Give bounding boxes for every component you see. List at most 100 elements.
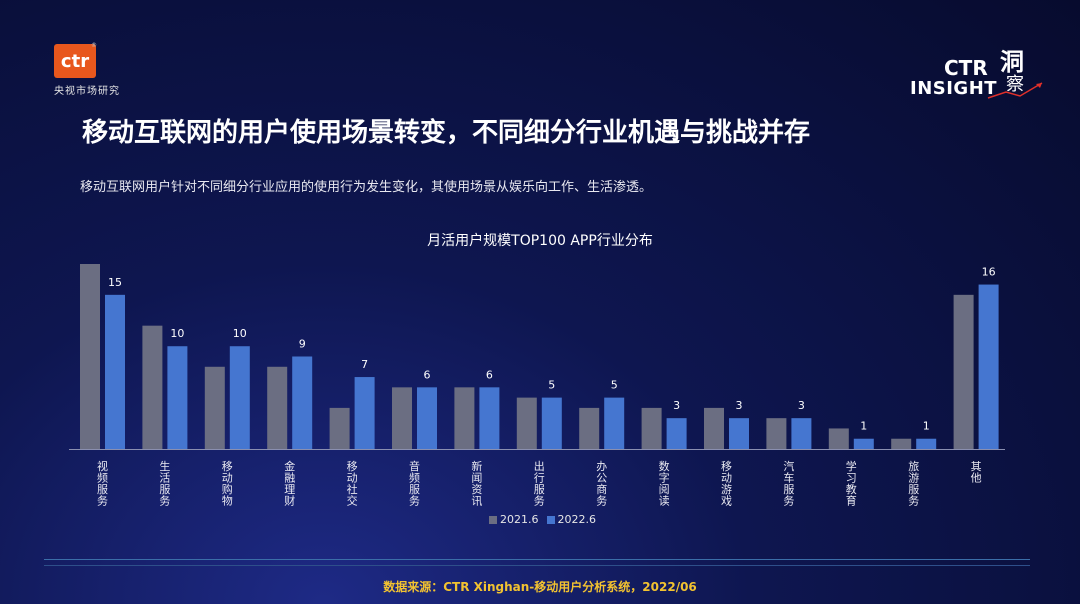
tick-label-1-char-0: 生 <box>159 459 170 473</box>
tick-label-6-char-1: 闻 <box>471 471 482 485</box>
bar-2022.6-9 <box>666 418 687 449</box>
data-label-14: 16 <box>982 266 996 279</box>
tick-label-3-char-1: 融 <box>284 472 295 485</box>
tick-label-8-char-3: 务 <box>596 495 607 508</box>
tick-label-3-char-3: 财 <box>284 494 295 508</box>
tick-label-10-char-0: 移 <box>721 460 732 473</box>
insight-cn1-text: 洞 <box>1000 47 1024 76</box>
tick-label-2-char-2: 购 <box>222 482 233 496</box>
insight-cn2-text: 察 <box>1006 74 1024 95</box>
tick-label-14-char-0: 其 <box>971 460 982 473</box>
tick-label-2-char-1: 动 <box>222 472 233 485</box>
tick-label-8-char-0: 办 <box>596 460 607 473</box>
bar-2021.6-14 <box>953 294 974 449</box>
bar-2021.6-2 <box>204 366 225 449</box>
bar-2021.6-9 <box>641 407 662 449</box>
tick-label-5-char-0: 音 <box>409 459 420 473</box>
bar-2022.6-13 <box>916 438 937 449</box>
tick-label-6-char-0: 新 <box>471 459 482 473</box>
footer-divider-secondary <box>44 565 1030 566</box>
bar-2022.6-6 <box>479 387 500 449</box>
bar-2022.6-0 <box>105 294 125 449</box>
data-label-5: 6 <box>424 368 431 381</box>
tick-label-12-char-3: 育 <box>846 494 857 508</box>
bar-2022.6-10 <box>729 418 749 449</box>
data-label-10: 3 <box>736 399 743 412</box>
tick-label-8-char-1: 公 <box>596 472 607 485</box>
tick-label-13-char-2: 服 <box>908 483 919 496</box>
tick-label-10-char-1: 动 <box>721 472 732 485</box>
tick-label-11-char-3: 务 <box>783 495 794 508</box>
tick-label-5-char-3: 务 <box>409 495 420 508</box>
bar-2021.6-8 <box>579 407 600 449</box>
data-label-2: 10 <box>233 327 247 340</box>
tick-label-9-char-2: 阅 <box>659 483 670 496</box>
tick-label-2-char-0: 移 <box>222 460 233 473</box>
tick-label-0-char-2: 服 <box>97 483 108 496</box>
bar-2022.6-8 <box>604 397 625 449</box>
tick-label-0-char-1: 频 <box>97 471 108 485</box>
data-label-13: 1 <box>923 420 930 433</box>
tick-label-11-char-2: 服 <box>783 483 794 496</box>
bar-2021.6-3 <box>267 366 288 449</box>
chart-title: 月活用户规模TOP100 APP行业分布 <box>427 233 653 249</box>
bar-2021.6-11 <box>766 418 787 449</box>
legend-swatch-2022 <box>546 515 555 524</box>
data-label-4: 7 <box>361 358 368 371</box>
legend-item-2021: 2021.6 <box>489 513 539 526</box>
bar-2022.6-3 <box>292 356 313 449</box>
tick-label-9-char-0: 数 <box>659 460 670 473</box>
bar-2021.6-1 <box>142 325 163 449</box>
tick-label-3-char-0: 金 <box>284 459 295 473</box>
tick-label-12-char-1: 习 <box>846 472 857 485</box>
bar-2021.6-7 <box>516 397 537 449</box>
bar-2022.6-1 <box>167 346 188 449</box>
bar-2021.6-13 <box>891 438 912 449</box>
tick-label-4-char-1: 动 <box>347 472 358 485</box>
data-label-9: 3 <box>673 399 680 412</box>
insight-ctr-text: CTR <box>944 56 988 80</box>
tick-label-7-char-0: 出 <box>534 459 545 473</box>
tick-label-2-char-3: 物 <box>222 494 233 508</box>
chart-legend: 2021.6 2022.6 <box>489 513 596 526</box>
bar-2022.6-11 <box>791 418 812 449</box>
tick-label-12-char-0: 学 <box>846 459 857 473</box>
tick-label-5-char-1: 频 <box>409 471 420 485</box>
bar-2022.6-14 <box>978 284 999 449</box>
bar-2021.6-12 <box>828 428 849 449</box>
tick-label-10-char-2: 游 <box>721 483 732 496</box>
data-label-6: 6 <box>486 368 493 381</box>
data-label-7: 5 <box>548 379 555 392</box>
bar-2022.6-2 <box>229 346 250 449</box>
tick-label-5-char-2: 服 <box>409 483 420 496</box>
tick-label-4-char-3: 交 <box>347 494 358 508</box>
logo-text: ctr <box>60 50 90 72</box>
data-label-3: 9 <box>299 338 306 351</box>
trend-arrow-icon <box>987 82 1043 99</box>
data-source: 数据来源：CTR Xinghan-移动用户分析系统，2022/06 <box>383 580 697 594</box>
tick-label-10-char-3: 戏 <box>721 495 732 508</box>
ctr-logo: ctr <box>54 44 96 78</box>
tick-label-3-char-2: 理 <box>284 483 295 496</box>
tick-label-1-char-1: 活 <box>159 472 170 485</box>
tick-label-8-char-2: 商 <box>596 482 607 496</box>
tick-label-1-char-3: 务 <box>159 495 170 508</box>
tick-label-0-char-3: 务 <box>97 495 108 508</box>
tick-label-11-char-0: 汽 <box>783 459 794 473</box>
logo-registered-mark: ® <box>91 42 97 49</box>
bar-2022.6-7 <box>541 397 562 449</box>
tick-label-1-char-2: 服 <box>159 483 170 496</box>
tick-label-14-char-1: 他 <box>971 472 982 485</box>
bar-2021.6-0 <box>80 264 100 449</box>
tick-label-13-char-3: 务 <box>908 495 919 508</box>
legend-label-2022: 2022.6 <box>557 513 597 526</box>
tick-label-4-char-0: 移 <box>347 460 358 473</box>
bar-2022.6-4 <box>354 377 375 449</box>
footer-divider <box>44 559 1030 560</box>
logo-subtitle: 央视市场研究 <box>54 86 120 97</box>
data-label-12: 1 <box>860 420 867 433</box>
tick-label-6-char-2: 资 <box>471 483 482 496</box>
tick-label-13-char-0: 旅 <box>908 459 919 473</box>
ctr-insight-logo: CTR INSIGHT 洞 察 <box>908 42 1048 100</box>
bar-2022.6-5 <box>417 387 437 449</box>
